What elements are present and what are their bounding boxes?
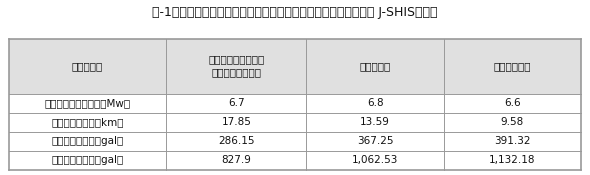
Text: 推定最大加速度（gal）: 推定最大加速度（gal） xyxy=(51,155,124,165)
Text: 367.25: 367.25 xyxy=(357,136,394,146)
Text: 6.8: 6.8 xyxy=(367,98,384,108)
Text: 1,132.18: 1,132.18 xyxy=(489,155,536,165)
Text: 17.85: 17.85 xyxy=(221,117,251,127)
Text: 伊勢原断層帯: 伊勢原断層帯 xyxy=(494,61,531,71)
Text: 想定マグニチュード（Mw）: 想定マグニチュード（Mw） xyxy=(44,98,130,108)
Text: 表-1　近隣の想定地震断層に関するデータ（防災科学技術研究所 J-SHISより）: 表-1 近隣の想定地震断層に関するデータ（防災科学技術研究所 J-SHISより） xyxy=(152,6,438,19)
Text: 9.58: 9.58 xyxy=(501,117,524,127)
Text: 理論最大加速度（gal）: 理論最大加速度（gal） xyxy=(51,136,124,146)
Text: 1,062.53: 1,062.53 xyxy=(352,155,398,165)
Text: 6.6: 6.6 xyxy=(504,98,521,108)
Text: 立川断層帯: 立川断層帯 xyxy=(359,61,391,71)
Text: 6.7: 6.7 xyxy=(228,98,245,108)
Text: 286.15: 286.15 xyxy=(218,136,255,146)
Text: 391.32: 391.32 xyxy=(494,136,531,146)
Text: 13.59: 13.59 xyxy=(360,117,390,127)
Text: 想定断層名: 想定断層名 xyxy=(72,61,103,71)
Text: 三浦半島断層部主部
衣笠・北武断層帯: 三浦半島断層部主部 衣笠・北武断層帯 xyxy=(208,54,264,78)
Text: 827.9: 827.9 xyxy=(221,155,251,165)
Text: 断層までの距離（km）: 断層までの距離（km） xyxy=(51,117,124,127)
